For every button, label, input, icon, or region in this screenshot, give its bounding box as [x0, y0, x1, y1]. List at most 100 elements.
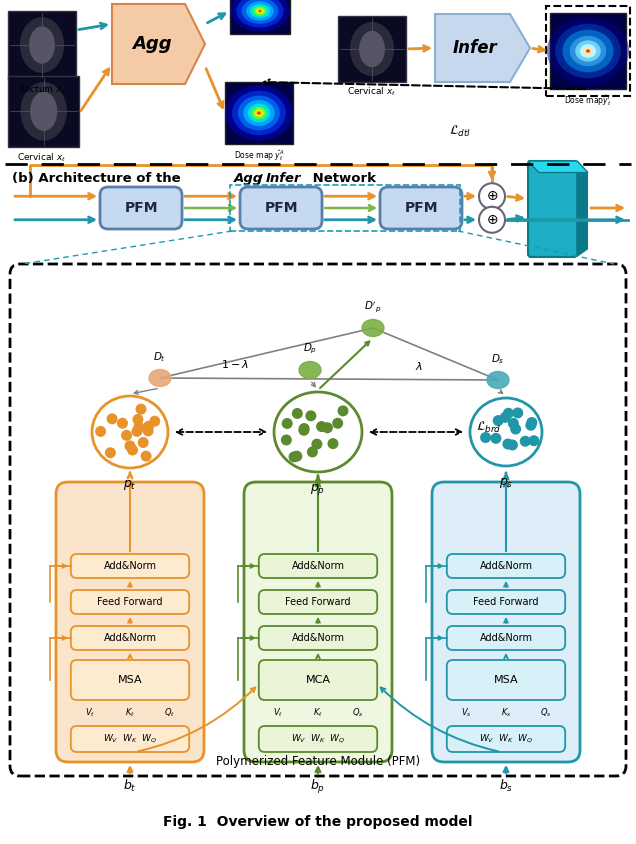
Ellipse shape [586, 49, 590, 53]
FancyBboxPatch shape [71, 590, 189, 614]
Text: MCA: MCA [305, 675, 331, 685]
Text: Dose map $\hat{y}_t^A$: Dose map $\hat{y}_t^A$ [233, 148, 284, 163]
Circle shape [307, 446, 318, 457]
Circle shape [493, 415, 504, 426]
Text: $p_t$: $p_t$ [123, 478, 137, 492]
FancyBboxPatch shape [447, 660, 565, 700]
Circle shape [132, 426, 142, 437]
Text: $V_t$: $V_t$ [85, 706, 95, 719]
Ellipse shape [562, 30, 614, 73]
Text: $b_s$: $b_s$ [499, 778, 513, 794]
Ellipse shape [20, 17, 64, 73]
Circle shape [149, 416, 160, 427]
FancyBboxPatch shape [528, 161, 577, 257]
Text: Add&Norm: Add&Norm [104, 633, 156, 643]
Circle shape [125, 441, 135, 452]
FancyBboxPatch shape [447, 590, 565, 614]
Text: Network: Network [308, 172, 376, 185]
FancyBboxPatch shape [447, 726, 565, 752]
Ellipse shape [299, 361, 321, 378]
Ellipse shape [580, 44, 596, 58]
Text: $W_V$  $W_K$  $W_Q$: $W_V$ $W_K$ $W_Q$ [291, 733, 345, 745]
Text: Feed Forward: Feed Forward [286, 597, 350, 607]
Ellipse shape [256, 111, 261, 115]
Text: $\oplus$: $\oplus$ [486, 213, 498, 227]
Circle shape [142, 425, 153, 436]
Circle shape [281, 435, 292, 446]
Text: Agg: Agg [132, 35, 172, 53]
FancyBboxPatch shape [259, 554, 377, 578]
Ellipse shape [242, 0, 279, 24]
FancyBboxPatch shape [244, 482, 392, 762]
Bar [225, 82, 293, 144]
Text: $\lambda$: $\lambda$ [415, 360, 423, 372]
Circle shape [107, 414, 118, 425]
Text: $W_V$  $W_K$  $W_Q$: $W_V$ $W_K$ $W_Q$ [103, 733, 157, 745]
Polygon shape [528, 161, 588, 172]
Ellipse shape [20, 82, 67, 141]
Text: $\mathcal{L}_{brd}$: $\mathcal{L}_{brd}$ [476, 419, 502, 435]
Ellipse shape [232, 90, 286, 135]
Polygon shape [112, 4, 205, 84]
Bar [338, 16, 406, 82]
Circle shape [502, 439, 513, 450]
Text: PFM: PFM [264, 201, 298, 215]
Ellipse shape [246, 2, 274, 20]
Text: Add&Norm: Add&Norm [291, 633, 345, 643]
Circle shape [510, 424, 521, 435]
Circle shape [527, 417, 537, 428]
Text: Polymerized Feature Module (PFM): Polymerized Feature Module (PFM) [216, 755, 420, 768]
Ellipse shape [258, 112, 260, 114]
FancyBboxPatch shape [71, 626, 189, 650]
Circle shape [289, 452, 300, 463]
Ellipse shape [583, 47, 593, 55]
FancyBboxPatch shape [380, 187, 462, 229]
Ellipse shape [350, 22, 394, 76]
Text: Feed Forward: Feed Forward [97, 597, 163, 607]
Polygon shape [577, 161, 588, 257]
Text: Add&Norm: Add&Norm [480, 633, 532, 643]
Ellipse shape [236, 0, 284, 28]
Circle shape [479, 183, 505, 209]
Text: $K_t$: $K_t$ [125, 706, 135, 719]
Bar [8, 11, 76, 79]
Text: Dose map$\hat{y}_t^I$: Dose map$\hat{y}_t^I$ [564, 93, 612, 108]
Text: Infer: Infer [453, 39, 497, 57]
Ellipse shape [30, 92, 57, 131]
Ellipse shape [244, 100, 275, 126]
Circle shape [305, 410, 316, 421]
Ellipse shape [359, 31, 385, 68]
FancyBboxPatch shape [447, 626, 565, 650]
Text: $p_s$: $p_s$ [499, 476, 513, 490]
Circle shape [512, 408, 523, 419]
Circle shape [135, 403, 146, 414]
Circle shape [117, 418, 128, 429]
Circle shape [316, 421, 327, 432]
Text: Agg: Agg [234, 172, 263, 185]
Circle shape [490, 433, 501, 444]
Text: $Q_t$: $Q_t$ [164, 706, 175, 719]
Circle shape [132, 414, 144, 425]
Circle shape [137, 437, 149, 448]
Text: Add&Norm: Add&Norm [480, 561, 532, 571]
Circle shape [508, 418, 519, 429]
Circle shape [525, 419, 536, 430]
Text: Cervical $x_t$: Cervical $x_t$ [17, 151, 67, 164]
Ellipse shape [362, 320, 384, 337]
Text: $D_t$: $D_t$ [153, 350, 167, 364]
Circle shape [507, 440, 518, 451]
Circle shape [141, 451, 151, 462]
Text: Infer: Infer [266, 172, 301, 185]
Circle shape [298, 425, 309, 436]
Text: MSA: MSA [118, 675, 142, 685]
Circle shape [503, 408, 514, 419]
Text: $\mathcal{L}_{dtl}$: $\mathcal{L}_{dtl}$ [449, 124, 471, 139]
Ellipse shape [259, 10, 261, 12]
Ellipse shape [230, 0, 290, 32]
Ellipse shape [547, 17, 629, 85]
FancyBboxPatch shape [56, 482, 204, 762]
Bar [550, 13, 626, 89]
Ellipse shape [253, 7, 266, 15]
Ellipse shape [251, 107, 266, 119]
Bar [8, 76, 80, 147]
